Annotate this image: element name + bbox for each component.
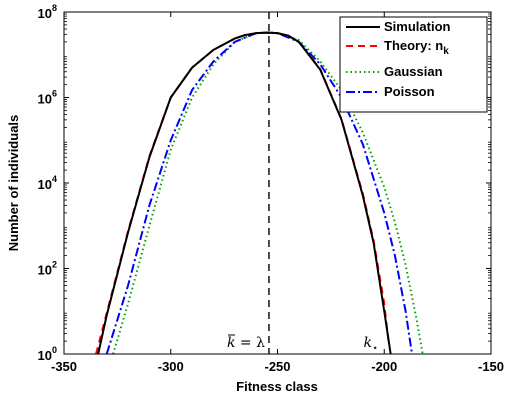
tick-layer: -350 -300 -250 -200 -150 100 102 104 106 108 <box>38 3 505 374</box>
legend-label-0: Simulation <box>384 19 451 34</box>
y-tick-label: 108 <box>38 3 57 21</box>
y-tick-label: 106 <box>38 89 57 107</box>
x-tick-label: -300 <box>158 359 184 374</box>
y-tick-label: 100 <box>38 345 57 363</box>
annotation-layer: k = λ k⋆ <box>227 334 379 354</box>
legend-label-1: Theory: nk <box>384 38 449 57</box>
x-tick-label: -150 <box>478 359 504 374</box>
legend: Simulation Theory: nk Gaussian Poisson <box>339 16 488 113</box>
legend-label-3: Poisson <box>384 84 435 99</box>
y-axis-label: Number of individuals <box>6 115 21 252</box>
series-line-simulation <box>97 31 392 354</box>
legend-box <box>339 16 488 113</box>
annotation-kbar: k = λ <box>227 335 265 351</box>
x-tick-label: -250 <box>264 359 290 374</box>
x-tick-label: -200 <box>371 359 397 374</box>
y-tick-label: 102 <box>38 260 57 278</box>
x-axis-label: Fitness class <box>236 379 318 394</box>
annotation-kstar: k⋆ <box>364 335 379 354</box>
series-layer <box>95 12 424 354</box>
x-tick-label: -350 <box>51 359 77 374</box>
legend-label-2: Gaussian <box>384 64 443 79</box>
y-tick-label: 104 <box>38 174 57 192</box>
